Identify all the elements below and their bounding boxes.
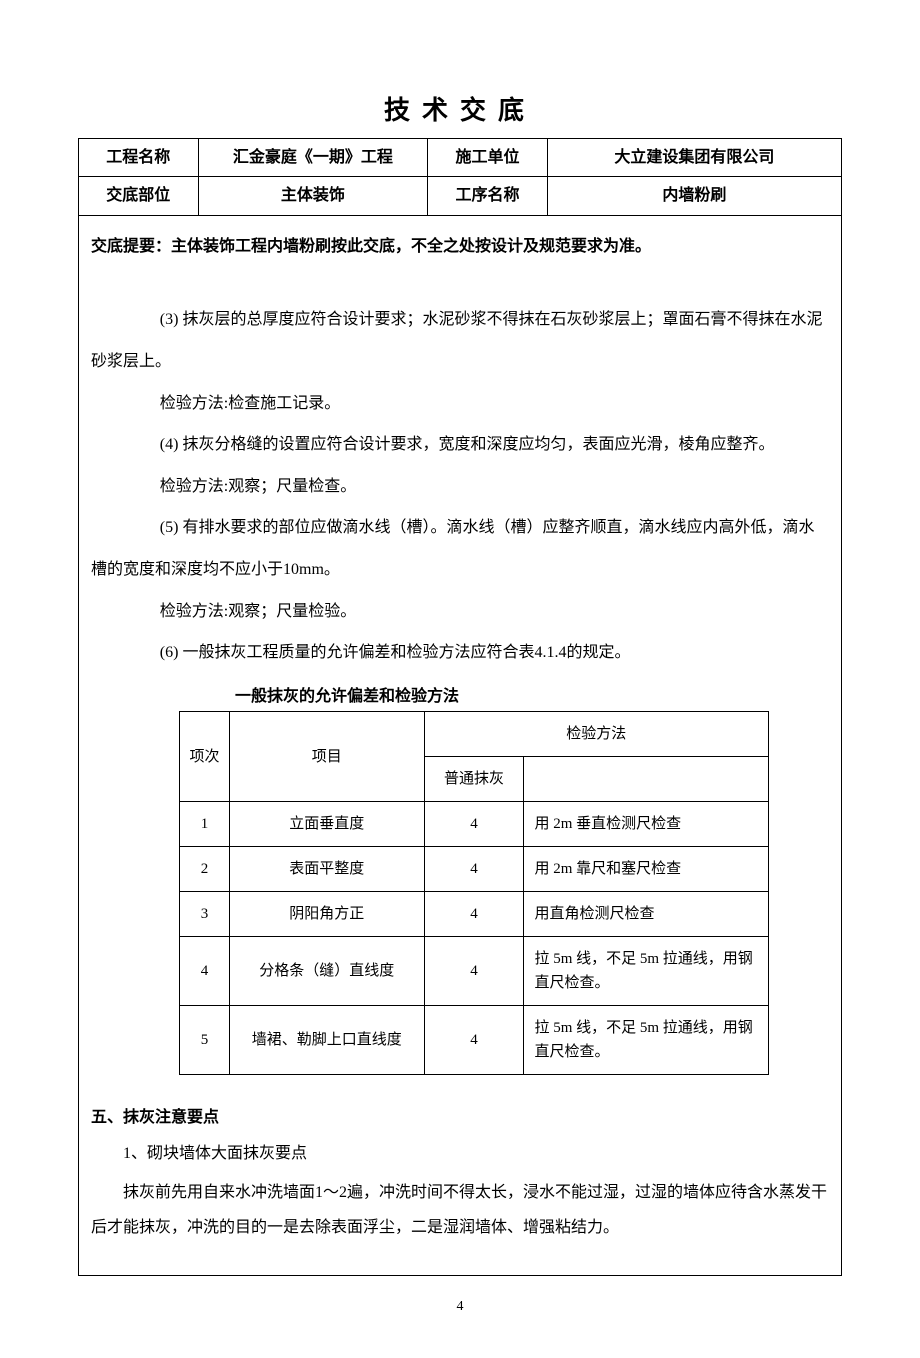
cell-dev: 4 bbox=[424, 847, 524, 892]
para-3-check: 检验方法:检查施工记录。 bbox=[91, 383, 829, 425]
content-frame: 交底提要：主体装饰工程内墙粉刷按此交底，不全之处按设计及规范要求为准。 (3) … bbox=[78, 216, 842, 1276]
header-table: 工程名称 汇金豪庭《一期》工程 施工单位 大立建设集团有限公司 交底部位 主体装… bbox=[78, 138, 842, 216]
hdr-val-part: 主体装饰 bbox=[198, 177, 428, 216]
spec-table: 项次 项目 检验方法 普通抹灰 1 立面垂直度 4 用 2m 垂直检测尺检查 2… bbox=[179, 711, 769, 1075]
section-5-heading: 五、抹灰注意要点 bbox=[91, 1105, 829, 1131]
para-4: (4) 抹灰分格缝的设置应符合设计要求，宽度和深度应均匀，表面应光滑，棱角应整齐… bbox=[91, 424, 829, 466]
cell-method: 用 2m 靠尺和塞尺检查 bbox=[524, 847, 769, 892]
cell-dev: 4 bbox=[424, 802, 524, 847]
th-item: 项目 bbox=[229, 712, 424, 802]
hdr-val-project: 汇金豪庭《一期》工程 bbox=[198, 138, 428, 177]
hdr-label-unit: 施工单位 bbox=[428, 138, 548, 177]
table-row: 3 阴阳角方正 4 用直角检测尺检查 bbox=[180, 892, 769, 937]
th-deviation: 普通抹灰 bbox=[424, 757, 524, 802]
cell-method: 用直角检测尺检查 bbox=[524, 892, 769, 937]
cell-idx: 2 bbox=[180, 847, 230, 892]
table-row: 1 立面垂直度 4 用 2m 垂直检测尺检查 bbox=[180, 802, 769, 847]
cell-method: 用 2m 垂直检测尺检查 bbox=[524, 802, 769, 847]
summary-line: 交底提要：主体装饰工程内墙粉刷按此交底，不全之处按设计及规范要求为准。 bbox=[91, 216, 829, 260]
cell-item: 立面垂直度 bbox=[229, 802, 424, 847]
section-5-body-a: 抹灰前先用自来水冲洗墙面1～2遍，冲洗时间不得太长，浸水不能过湿，过湿的墙体应待… bbox=[91, 1175, 829, 1210]
hdr-val-process: 内墙粉刷 bbox=[547, 177, 841, 216]
para-3a: (3) 抹灰层的总厚度应符合设计要求；水泥砂浆不得抹在石灰砂浆层上；罩面石膏不得… bbox=[91, 299, 829, 341]
table-row: 5 墙裙、勒脚上口直线度 4 拉 5m 线，不足 5m 拉通线，用钢直尺检查。 bbox=[180, 1006, 769, 1075]
page-number: 4 bbox=[78, 1296, 842, 1318]
hdr-val-unit: 大立建设集团有限公司 bbox=[547, 138, 841, 177]
doc-title: 技术交底 bbox=[78, 90, 842, 132]
table-row: 2 表面平整度 4 用 2m 靠尺和塞尺检查 bbox=[180, 847, 769, 892]
cell-item: 墙裙、勒脚上口直线度 bbox=[229, 1006, 424, 1075]
cell-dev: 4 bbox=[424, 1006, 524, 1075]
cell-idx: 5 bbox=[180, 1006, 230, 1075]
cell-item: 表面平整度 bbox=[229, 847, 424, 892]
hdr-label-process: 工序名称 bbox=[428, 177, 548, 216]
cell-item: 阴阳角方正 bbox=[229, 892, 424, 937]
cell-method: 拉 5m 线，不足 5m 拉通线，用钢直尺检查。 bbox=[524, 1006, 769, 1075]
para-4-check: 检验方法:观察；尺量检查。 bbox=[91, 466, 829, 508]
cell-idx: 1 bbox=[180, 802, 230, 847]
cell-idx: 4 bbox=[180, 937, 230, 1006]
para-6: (6) 一般抹灰工程质量的允许偏差和检验方法应符合表4.1.4的规定。 bbox=[91, 632, 829, 674]
cell-dev: 4 bbox=[424, 892, 524, 937]
section-5-body-b: 后才能抹灰，冲洗的目的一是去除表面浮尘，二是湿润墙体、增强粘结力。 bbox=[91, 1210, 829, 1245]
th-method bbox=[524, 757, 769, 802]
cell-idx: 3 bbox=[180, 892, 230, 937]
hdr-label-project: 工程名称 bbox=[79, 138, 199, 177]
table-row: 4 分格条（缝）直线度 4 拉 5m 线，不足 5m 拉通线，用钢直尺检查。 bbox=[180, 937, 769, 1006]
cell-method: 拉 5m 线，不足 5m 拉通线，用钢直尺检查。 bbox=[524, 937, 769, 1006]
hdr-label-part: 交底部位 bbox=[79, 177, 199, 216]
para-5a: (5) 有排水要求的部位应做滴水线（槽）。滴水线（槽）应整齐顺直，滴水线应内高外… bbox=[91, 507, 829, 549]
para-5-check: 检验方法:观察；尺量检验。 bbox=[91, 591, 829, 633]
section-5-sub1: 1、砌块墙体大面抹灰要点 bbox=[91, 1133, 829, 1175]
para-3b: 砂浆层上。 bbox=[91, 341, 829, 383]
para-5b: 槽的宽度和深度均不应小于10mm。 bbox=[91, 549, 829, 591]
th-method-group: 检验方法 bbox=[424, 712, 768, 757]
spec-table-caption: 一般抹灰的允许偏差和检验方法 bbox=[235, 684, 829, 710]
th-idx: 项次 bbox=[180, 712, 230, 802]
cell-item: 分格条（缝）直线度 bbox=[229, 937, 424, 1006]
cell-dev: 4 bbox=[424, 937, 524, 1006]
